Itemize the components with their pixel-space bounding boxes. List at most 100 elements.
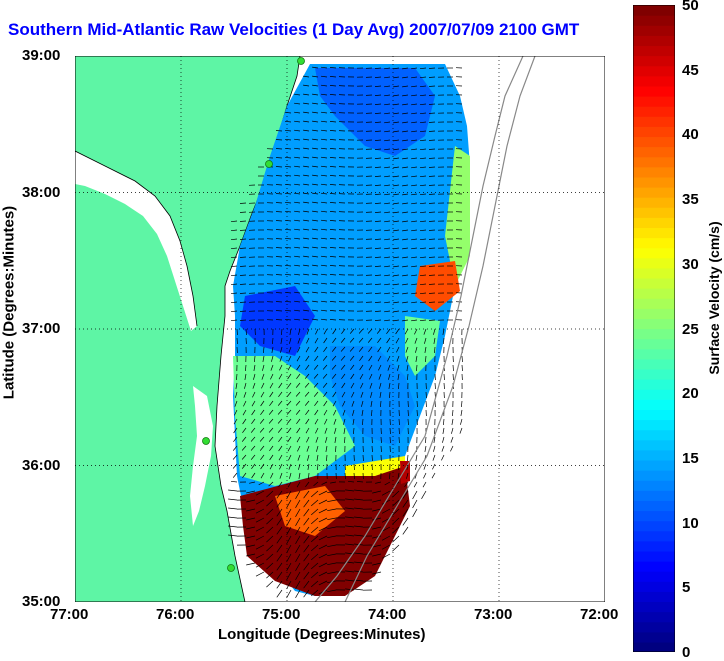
velocity-vector — [429, 185, 435, 186]
x-tick: 75:00 — [262, 606, 300, 623]
velocity-vector — [429, 230, 435, 231]
x-axis-label: Longitude (Degrees:Minutes) — [218, 626, 426, 643]
velocity-vector — [429, 176, 435, 177]
velocity-vector — [399, 428, 400, 434]
colorbar-tick: 40 — [682, 126, 699, 143]
velocity-vector — [240, 284, 246, 285]
velocity-vector — [429, 77, 435, 78]
velocity-vector — [429, 311, 435, 312]
colorbar-tick: 30 — [682, 256, 699, 273]
velocity-vector — [429, 248, 435, 249]
velocity-vector — [429, 284, 435, 285]
y-tick: 38:00 — [22, 184, 60, 201]
colorbar-tick: 50 — [682, 0, 699, 14]
velocity-vector — [240, 230, 246, 231]
velocity-vector — [429, 302, 435, 303]
velocity-vector — [429, 167, 435, 168]
velocity-vector — [240, 257, 246, 258]
velocity-vector — [276, 239, 282, 240]
radar-station — [228, 565, 235, 572]
velocity-vector — [276, 257, 282, 258]
velocity-vector — [240, 311, 246, 312]
velocity-vector — [276, 140, 282, 141]
radar-station — [298, 58, 305, 65]
velocity-vector — [276, 266, 282, 267]
x-tick: 76:00 — [156, 606, 194, 623]
velocity-vector — [429, 122, 435, 123]
y-tick: 35:00 — [22, 593, 60, 610]
radar-station — [203, 438, 210, 445]
velocity-vector — [363, 464, 364, 470]
colorbar-tick: 0 — [682, 644, 690, 661]
velocity-vector — [276, 311, 282, 312]
velocity-vector — [276, 230, 282, 231]
velocity-vector — [276, 284, 282, 285]
velocity-vector — [237, 338, 238, 344]
velocity-vector — [429, 131, 435, 132]
velocity-vector — [240, 212, 246, 213]
velocity-vector — [429, 275, 435, 276]
velocity-vector — [462, 356, 463, 362]
velocity-vector — [276, 302, 282, 303]
velocity-vector — [240, 203, 246, 204]
velocity-vector — [453, 374, 454, 380]
velocity-vector — [429, 113, 435, 114]
x-tick: 72:00 — [580, 606, 618, 623]
colorbar-tick: 25 — [682, 321, 699, 338]
velocity-vector — [390, 437, 391, 443]
velocity-vector — [276, 203, 282, 204]
velocity-vector — [276, 212, 282, 213]
velocity-vector — [276, 275, 282, 276]
y-axis-label: Latitude (Degrees:Minutes) — [1, 198, 18, 408]
velocity-vector — [276, 176, 282, 177]
velocity-vector — [444, 374, 445, 380]
velocity-vector — [354, 464, 355, 470]
x-tick: 73:00 — [474, 606, 512, 623]
map-title: Southern Mid-Atlantic Raw Velocities (1 … — [8, 20, 579, 40]
velocity-vector — [240, 293, 246, 294]
velocity-vector — [453, 365, 454, 371]
velocity-vector — [429, 221, 435, 222]
velocity-vector — [372, 446, 373, 452]
velocity-vector — [408, 410, 409, 416]
velocity-vector — [276, 185, 282, 186]
velocity-vector — [399, 419, 400, 425]
velocity-vector — [429, 149, 435, 150]
velocity-vector — [240, 275, 246, 276]
velocity-vector — [426, 401, 427, 407]
velocity-vector — [276, 149, 282, 150]
velocity-vector — [429, 140, 435, 141]
colorbar-tick: 5 — [682, 579, 690, 596]
velocity-vector — [429, 158, 435, 159]
velocity-vector — [429, 239, 435, 240]
velocity-vector — [444, 383, 445, 389]
velocity-vector — [408, 419, 409, 425]
velocity-vector — [429, 212, 435, 213]
colorbar-tick: 45 — [682, 62, 699, 79]
velocity-vector — [276, 293, 282, 294]
velocity-vector — [429, 203, 435, 204]
velocity-vector — [435, 383, 436, 389]
x-tick: 74:00 — [368, 606, 406, 623]
velocity-vector — [276, 131, 282, 132]
velocity-vector — [429, 293, 435, 294]
velocity-vector — [417, 401, 418, 407]
y-tick: 37:00 — [22, 320, 60, 337]
velocity-vector — [345, 473, 346, 479]
velocity-vector — [417, 410, 418, 416]
velocity-vector — [354, 473, 355, 479]
velocity-vector — [240, 239, 246, 240]
velocity-vector — [276, 167, 282, 168]
colorbar — [633, 5, 675, 652]
colorbar-tick: 20 — [682, 385, 699, 402]
velocity-vector — [240, 248, 246, 249]
velocity-vector — [429, 86, 435, 87]
velocity-map — [75, 56, 605, 602]
velocity-vector — [390, 428, 391, 434]
velocity-vector — [381, 437, 382, 443]
velocity-vector — [372, 455, 373, 461]
velocity-vector — [381, 446, 382, 452]
radar-station — [266, 161, 273, 168]
velocity-vector — [429, 95, 435, 96]
colorbar-tick: 15 — [682, 450, 699, 467]
